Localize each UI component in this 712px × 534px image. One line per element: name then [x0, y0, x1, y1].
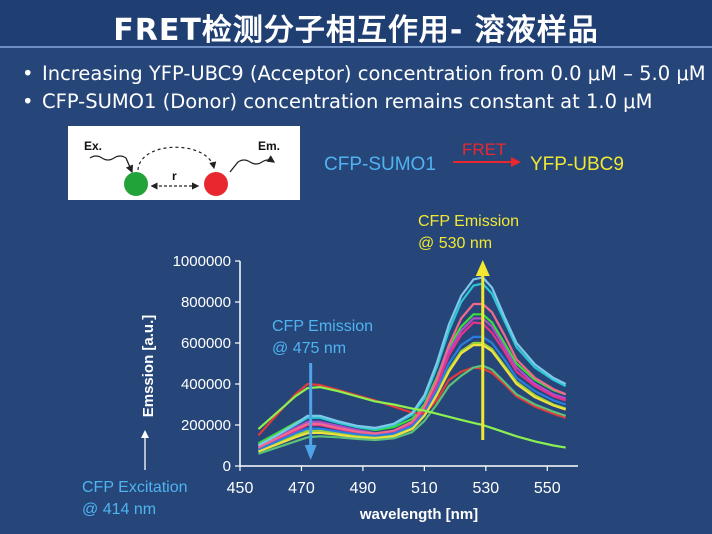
emission-arrow-icon	[229, 155, 276, 173]
cfp-emission-475-line1: CFP Emission	[272, 318, 373, 335]
fret-scheme-diagram: Ex. r Em.	[68, 126, 300, 200]
y-tick-label: 400000	[181, 376, 231, 393]
y-tick-label: 1000000	[173, 253, 231, 270]
bullet-dot-icon: •	[22, 90, 34, 113]
y-axis-title: Emssion [a.u.]	[140, 315, 157, 418]
x-axis-title: wavelength [nm]	[359, 506, 478, 523]
bullet-item: • Increasing YFP-UBC9 (Acceptor) concentr…	[22, 60, 706, 88]
y-tick-label: 600000	[181, 335, 231, 352]
bullet-item: • CFP-SUMO1 (Donor) concentration remains…	[22, 88, 706, 116]
bullet-text: CFP-SUMO1 (Donor) concentration remains …	[42, 90, 653, 113]
energy-transfer-arrow-icon	[137, 146, 217, 171]
cfp-excitation-line2: @ 414 nm	[82, 501, 156, 518]
spectrum-series-line	[257, 282, 567, 447]
acceptor-label: YFP-UBC9	[530, 154, 624, 175]
bullet-text: Increasing YFP-UBC9 (Acceptor) concentra…	[42, 62, 706, 85]
fret-label: FRET	[462, 140, 507, 159]
page-title: FRET检测分子相互作用- 溶液样品	[113, 13, 599, 48]
excitation-arrow-icon	[89, 155, 134, 174]
y-tick-label: 0	[223, 458, 231, 475]
cfp-emission-530-line2: @ 530 nm	[418, 235, 492, 252]
ex-label: Ex.	[84, 139, 102, 153]
x-tick-label: 530	[472, 480, 499, 497]
acceptor-circle-icon	[204, 172, 228, 196]
spectrum-series-line	[257, 335, 567, 451]
donor-circle-icon	[124, 172, 148, 196]
fret-arrow-icon	[453, 157, 521, 167]
cfp-emission-530-line1: CFP Emission	[418, 213, 519, 230]
donor-label: CFP-SUMO1	[324, 154, 436, 175]
cfp-emission-475-line2: @ 475 nm	[272, 340, 346, 357]
emission-530-arrowhead-icon	[475, 260, 490, 276]
fret-equation: CFP-SUMO1 FRET YFP-UBC9	[320, 140, 650, 190]
spectrum-series-line	[258, 344, 567, 453]
y-tick-label: 200000	[181, 417, 231, 434]
x-tick-label: 470	[288, 480, 315, 497]
bullet-dot-icon: •	[22, 62, 34, 85]
distance-r-label: r	[172, 169, 177, 183]
bullet-list: • Increasing YFP-UBC9 (Acceptor) concentr…	[22, 60, 706, 116]
title-bar: FRET检测分子相互作用- 溶液样品	[0, 0, 712, 48]
x-tick-label: 550	[534, 480, 561, 497]
x-tick-label: 490	[350, 480, 377, 497]
y-tick-label: 800000	[181, 294, 231, 311]
em-label: Em.	[258, 139, 280, 153]
cfp-excitation-line1: CFP Excitation	[82, 479, 188, 496]
spectrum-series-line	[257, 276, 567, 447]
x-tick-label: 450	[227, 480, 254, 497]
spectrum-series-line	[257, 386, 566, 449]
spectrum-series-line	[257, 302, 567, 449]
y-axis-arrowhead-icon	[141, 430, 149, 438]
x-tick-label: 510	[411, 480, 438, 497]
emission-475-arrowhead-icon	[304, 445, 317, 460]
